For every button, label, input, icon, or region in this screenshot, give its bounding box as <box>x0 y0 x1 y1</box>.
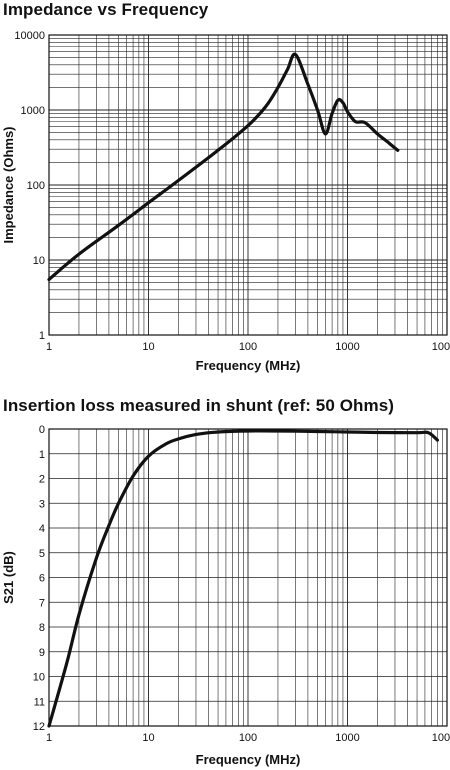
y-tick-label: 9 <box>39 647 45 659</box>
x-tick-label: 1000 <box>335 341 359 353</box>
y-tick-label: 1 <box>39 330 45 342</box>
chart-title-insertion-loss: Insertion loss measured in shunt (ref: 5… <box>3 396 395 415</box>
x-tick-label: 10000 <box>432 732 450 744</box>
x-tick-label: 100 <box>239 732 257 744</box>
y-tick-label: 12 <box>33 721 45 733</box>
y-tick-label: 2 <box>39 474 45 486</box>
plot-frame <box>48 34 448 336</box>
plot-frame <box>48 428 448 727</box>
y-tick-label: 8 <box>39 622 45 634</box>
x-tick-label: 1 <box>46 341 52 353</box>
x-tick-label: 10 <box>142 732 154 744</box>
y-tick-label: 1 <box>39 449 45 461</box>
y-tick-label: 3 <box>39 498 45 510</box>
y-axis-label: S21 (dB) <box>1 551 16 604</box>
y-tick-label: 0 <box>39 424 45 436</box>
x-tick-label: 100 <box>239 341 257 353</box>
x-tick-label: 1000 <box>335 732 359 744</box>
y-tick-label: 1000 <box>21 105 45 117</box>
y-tick-label: 7 <box>39 597 45 609</box>
y-tick-label: 5 <box>39 548 45 560</box>
y-tick-label: 6 <box>39 573 45 585</box>
x-tick-label: 10 <box>142 341 154 353</box>
x-tick-label: 10000 <box>432 341 450 353</box>
series-line <box>47 429 439 728</box>
y-tick-label: 10000 <box>14 30 45 42</box>
y-tick-label: 11 <box>34 696 45 708</box>
x-axis-label: Frequency (MHz) <box>196 358 301 373</box>
y-tick-label: 10 <box>33 672 45 684</box>
x-axis-label: Frequency (MHz) <box>196 752 301 767</box>
y-tick-label: 10 <box>33 255 45 267</box>
x-tick-label: 1 <box>46 732 52 744</box>
y-tick-label: 4 <box>39 523 45 535</box>
chart-title-impedance: Impedance vs Frequency <box>3 0 209 19</box>
impedance-chart: 1 10 100 1000 10000 1 10 100 1000 10000 Frequency … <box>1 30 450 373</box>
y-axis-label: Impedance (Ohms) <box>1 126 16 243</box>
series-line <box>47 52 400 282</box>
y-tick-label: 100 <box>27 180 45 192</box>
